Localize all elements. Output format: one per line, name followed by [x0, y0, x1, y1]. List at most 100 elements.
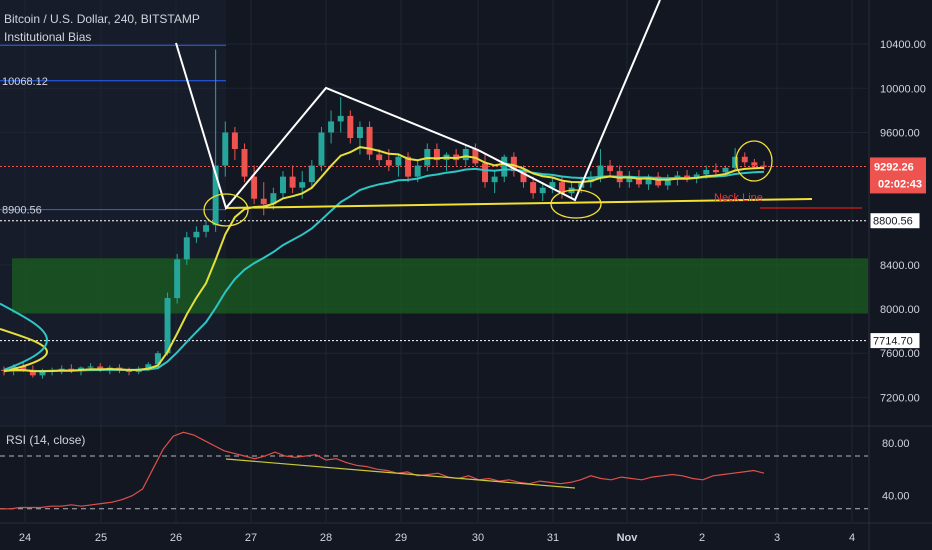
rsi-tick-label: 40.00	[882, 491, 910, 503]
rsi-divergence-line	[225, 458, 576, 489]
candle-body	[587, 176, 594, 183]
candle-body	[299, 182, 306, 188]
candle-body	[539, 187, 546, 194]
candle-body	[501, 156, 508, 177]
ema-fast-line	[3, 146, 765, 373]
candle	[289, 165, 296, 194]
candle-body	[241, 149, 248, 177]
candle-body	[376, 154, 383, 161]
candle	[308, 160, 315, 188]
candle	[347, 110, 354, 144]
candle-body	[203, 225, 210, 232]
candle-body	[347, 115, 354, 138]
candle-body	[530, 182, 537, 194]
time-tick-label: Nov	[617, 532, 639, 544]
circle-annotation	[550, 189, 602, 219]
time-tick-label: 30	[472, 532, 484, 544]
time-tick-label: 28	[320, 532, 332, 544]
price-tick-label: 7600.00	[880, 348, 920, 360]
candle	[193, 226, 200, 243]
candle	[164, 292, 171, 356]
rsi-line	[0, 431, 765, 510]
candle	[337, 97, 344, 133]
level-price-box	[869, 332, 921, 350]
candle	[174, 253, 181, 304]
candle-body	[462, 149, 469, 161]
candle-body	[183, 237, 190, 260]
candle	[539, 182, 546, 201]
candle-body	[607, 165, 614, 172]
candle	[530, 176, 537, 199]
level-label: 8900.56	[2, 205, 42, 217]
time-tick-label: 31	[547, 532, 559, 544]
candle-body	[597, 165, 604, 177]
candle-body	[356, 126, 363, 138]
candle	[251, 165, 258, 205]
candle-body	[97, 366, 104, 370]
candle	[395, 154, 402, 177]
candle	[318, 126, 325, 172]
last-price-text: 9292.26	[874, 161, 914, 173]
candle	[280, 171, 286, 199]
ema-slow-lead	[0, 302, 48, 371]
candle-body	[289, 176, 296, 188]
rsi-tick-label: 80.00	[882, 438, 910, 450]
candle-body	[693, 174, 700, 179]
last-price-tag	[870, 157, 926, 194]
candle	[270, 187, 277, 210]
candle-body	[405, 156, 412, 177]
price-tick-label: 10000.00	[880, 83, 926, 95]
candle-body	[308, 165, 315, 183]
demand-zone	[12, 258, 868, 314]
candle	[203, 220, 210, 238]
candle	[549, 176, 556, 194]
candle-body	[270, 193, 277, 205]
candle-body	[472, 149, 479, 164]
level-label: 10068.12	[2, 76, 48, 88]
time-tick-label: 25	[95, 532, 107, 544]
time-tick-label: 27	[245, 532, 257, 544]
candle	[587, 171, 594, 188]
candle	[607, 160, 614, 177]
candle	[328, 110, 335, 144]
time-tick-label: 2	[699, 532, 705, 544]
indicator-title: Institutional Bias	[4, 30, 92, 44]
candle-body	[664, 178, 671, 186]
candle	[741, 152, 748, 166]
neckline-label: Neck Line	[714, 192, 763, 204]
candle	[664, 174, 671, 190]
candle	[385, 149, 392, 172]
candle-body	[751, 162, 758, 166]
candle-body	[87, 366, 94, 368]
candle	[260, 182, 267, 216]
price-tick-label: 9600.00	[880, 127, 920, 139]
candle-body	[260, 198, 267, 205]
candle-body	[231, 132, 238, 150]
time-tick-label: 3	[774, 532, 780, 544]
candle-body	[318, 132, 325, 166]
neckline	[225, 198, 813, 209]
candle-body	[126, 370, 133, 373]
symbol-title: Bitcoin / U.S. Dollar, 240, BITSTAMP	[4, 12, 200, 26]
candle	[501, 154, 508, 183]
candle	[472, 143, 479, 166]
candle	[231, 126, 238, 161]
candle	[626, 171, 633, 188]
candle-body	[520, 171, 527, 183]
candle-body	[366, 126, 373, 155]
pattern-lines	[175, 0, 661, 211]
candle-body	[251, 176, 258, 199]
time-tick-label: 26	[170, 532, 182, 544]
candle	[732, 147, 739, 172]
price-tick-label: 7200.00	[880, 392, 920, 404]
candle-body	[655, 176, 662, 186]
candle-body	[645, 176, 652, 185]
candle-body	[145, 364, 152, 369]
candle-body	[433, 149, 440, 161]
candle-body	[174, 259, 181, 299]
candle-body	[154, 353, 161, 365]
level-price-box	[869, 212, 921, 230]
candle-body	[58, 368, 65, 370]
candle-body	[328, 121, 335, 133]
